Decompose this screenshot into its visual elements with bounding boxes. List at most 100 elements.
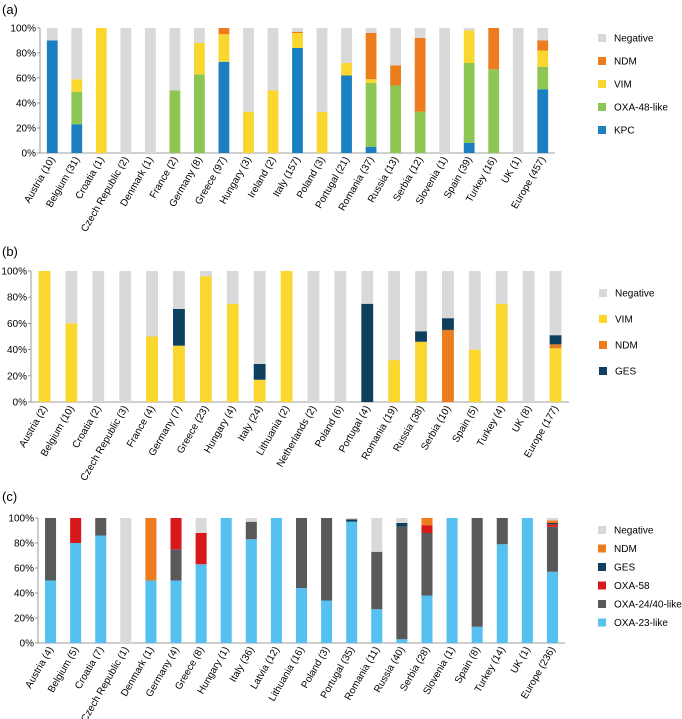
bar-negative-germany-8 [194,28,205,43]
bar-oxa-48-like-russia-13 [390,85,401,153]
bar-oxa-24-40-like-romania-11 [371,551,383,610]
bar-oxa-48-like-serbia-12 [414,111,426,153]
bar-negative-belgium-10 [65,271,78,324]
legend-label-kpc: KPC [614,126,635,137]
bar-negative-france-4 [146,271,158,337]
bar-negative-italy-24 [253,271,266,365]
legend-label-negative: Negative [614,526,654,537]
bar-oxa-23-like-lithuania-16 [295,588,308,643]
bar-oxa-23-like-hungary-1 [220,518,232,643]
bar-oxa-23-like-portugal-35 [346,521,358,643]
y-tick-label: 40% [7,345,27,356]
legend-label-negative: Negative [614,34,654,45]
legend-label-oxa-58: OXA-58 [614,581,650,592]
bar-negative-europe-177 [549,271,562,336]
bar-negative-hungary-3 [243,28,254,112]
bar-oxa-23-like-slovenia-1 [446,518,458,643]
y-tick-label: 0% [20,639,35,650]
bar-negative-europe-236 [546,518,558,521]
bar-ndm-europe-457 [537,40,549,51]
bar-ndm-europe-236 [546,520,558,523]
bar-ndm-russia-13 [390,65,401,86]
bar-negative-poland-3 [316,28,328,112]
bar-negative-europe-457 [537,28,549,41]
legend-swatch-vim [598,80,606,88]
y-tick-label: 0% [13,398,28,409]
bar-vim-portugal-21 [341,63,352,76]
bar-vim-greece-97 [218,34,230,62]
y-tick-label: 60% [7,319,27,330]
bar-oxa-24-40-like-austria-4 [45,518,57,581]
bar-oxa-48-like-turkey-16 [488,69,500,153]
bar-oxa-23-like-poland-3 [321,600,333,643]
bar-oxa-58-serbia-28 [421,525,433,533]
legend-swatch-oxa-24-40-like [598,600,606,608]
bar-ges-serbia-10 [442,318,454,330]
bar-kpc-italy-157 [292,48,303,153]
legend-swatch-ndm [599,341,607,349]
bar-ndm-romania-37 [365,33,377,80]
bar-negative-hungary-4 [226,271,239,304]
bar-negative-uk-8 [522,271,535,402]
legend-label-ndm: NDM [614,57,637,68]
bar-oxa-48-like-romania-37 [365,83,377,147]
bar-vim-germany-8 [194,43,205,75]
bar-vim-greece-23 [199,276,212,402]
chart-panel-2: (b)0%20%40%60%80%100%Austria (2)Belgium … [1,244,654,483]
bar-oxa-23-like-russia-40 [396,639,408,643]
x-tick-label: Italy (24) [236,404,265,443]
bar-vim-belgium-31 [71,79,83,92]
legend-label-vim: VIM [615,315,633,326]
bar-vim-italy-24 [253,379,266,402]
legend-label-ges: GES [614,563,635,574]
bar-oxa-24-40-like-turkey-14 [496,518,508,545]
bar-negative-spain-5 [468,271,481,350]
bar-kpc-romania-37 [365,146,377,153]
bar-oxa-23-like-greece-8 [195,564,207,643]
bar-kpc-spain-39 [463,143,475,153]
legend-swatch-ndm [598,57,606,65]
chart-panel-3: (c)0%20%40%60%80%100%Austria (4)Belgium … [2,489,682,719]
bar-oxa-24-40-like-italy-36 [245,521,257,540]
bar-oxa-23-like-croatia-7 [95,535,107,643]
bar-oxa-23-like-europe-236 [546,571,558,643]
legend-swatch-ges [599,367,607,375]
bar-oxa-58-greece-8 [195,533,207,565]
legend-swatch-oxa-23-like [598,618,606,627]
bar-negative-russia-38 [415,271,427,332]
bar-negative-serbia-12 [414,28,426,38]
bar-ndm-serbia-12 [414,38,426,112]
legend-swatch-oxa-58 [598,581,606,590]
legend-swatch-vim [599,315,607,323]
bar-oxa-24-40-like-croatia-7 [95,518,107,536]
bar-kpc-belgium-31 [71,124,83,153]
bar-oxa-23-like-spain-8 [471,626,483,643]
bar-vim-belgium-10 [65,323,78,402]
bar-vim-spain-5 [468,349,481,402]
bar-vim-romania-19 [388,360,401,402]
chart-panel-1: (a)0%20%40%60%80%100%Austria (10)Belgium… [2,2,668,234]
bar-ges-germany-7 [173,308,185,346]
x-tick-label: UK (8) [510,404,534,435]
bar-oxa-24-40-like-europe-236 [546,526,558,572]
bar-ges-portugal-35 [346,519,358,522]
x-tick-label: Turkey (4) [475,404,507,449]
bar-negative-czech-republic-1 [120,518,132,643]
bar-oxa-48-like-belgium-31 [71,91,83,125]
bar-oxa-23-like-italy-36 [245,539,257,643]
bar-oxa-48-like-france-2 [169,90,181,153]
y-tick-label: 60% [14,564,34,575]
bar-vim-lithuania-2 [280,271,293,402]
bar-negative-uk-1 [512,28,524,153]
y-tick-label: 40% [16,99,36,110]
bar-negative-turkey-4 [495,271,508,304]
bar-oxa-48-like-europe-457 [537,66,549,90]
bar-kpc-portugal-21 [341,75,352,153]
bar-negative-romania-11 [371,518,383,552]
bar-negative-ireland-2 [267,28,279,91]
bar-negative-greece-23 [199,271,212,277]
bar-oxa-24-40-like-serbia-28 [421,533,433,596]
bar-negative-russia-13 [390,28,401,66]
bar-negative-germany-7 [173,271,185,309]
